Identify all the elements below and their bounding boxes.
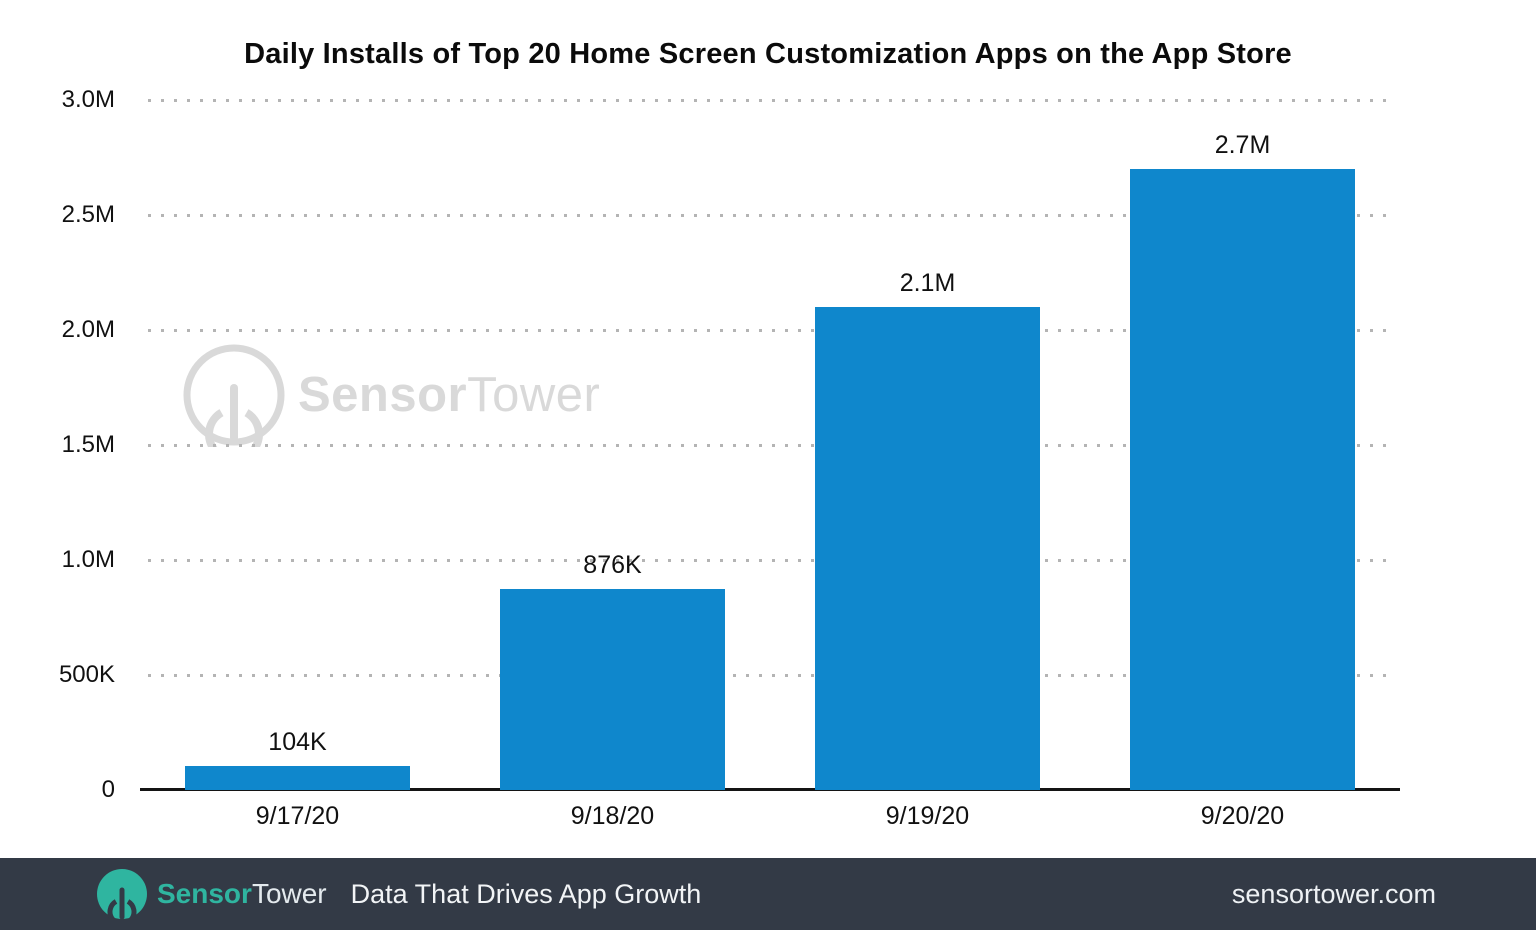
y-axis-tick-label: 2.5M xyxy=(61,201,115,228)
y-axis-tick-label: 3.0M xyxy=(61,86,115,113)
watermark-brand-sensor: Sensor xyxy=(298,368,468,422)
gridline xyxy=(148,559,1396,562)
y-axis-tick-label: 0 xyxy=(101,776,115,803)
gridline xyxy=(148,214,1396,217)
x-axis-tick-label: 9/17/20 xyxy=(255,802,340,830)
x-axis-tick-label: 9/19/20 xyxy=(885,802,970,830)
bar xyxy=(500,588,725,790)
plot-area: SensorTower 3.0M 2.5M 2.0M 1.5M 1.0M 500K 0 104… xyxy=(59,86,1400,830)
bar-value-label: 104K xyxy=(268,728,327,757)
bar xyxy=(815,307,1040,790)
gridline xyxy=(148,444,1396,447)
gridline xyxy=(148,99,1396,102)
footer-brand-text: SensorTower xyxy=(157,878,327,910)
bar-value-label: 876K xyxy=(583,550,642,579)
y-axis-tick-label: 2.0M xyxy=(61,316,115,343)
x-axis-tick-label: 9/20/20 xyxy=(1200,802,1285,830)
watermark-brand-text: SensorTower xyxy=(298,367,600,423)
bar-value-label: 2.7M xyxy=(1214,131,1271,159)
x-axis-line xyxy=(140,788,1400,791)
gridline xyxy=(148,329,1396,332)
x-axis-tick-label: 9/18/20 xyxy=(570,802,655,830)
y-axis-tick-label: 1.0M xyxy=(61,546,115,573)
gridline xyxy=(148,674,1396,677)
watermark-brand-tower: Tower xyxy=(467,368,601,422)
footer-brand-group: SensorTower Data That Drives App Growth xyxy=(97,869,701,919)
sensortower-logo-icon xyxy=(97,869,147,919)
y-axis-tick-label: 1.5M xyxy=(61,431,115,458)
sensortower-watermark-icon xyxy=(183,344,285,447)
bar xyxy=(1130,169,1355,790)
bar-value-label: 2.1M xyxy=(899,269,956,297)
footer-website: sensortower.com xyxy=(1231,878,1436,909)
chart-title: Daily Installs of Top 20 Home Screen Cus… xyxy=(244,38,1292,70)
footer-brand-sensor: Sensor xyxy=(157,878,252,909)
sensortower-watermark: SensorTower xyxy=(182,343,600,447)
footer-tagline: Data That Drives App Growth xyxy=(350,878,702,909)
footer-brand-tower: Tower xyxy=(251,878,327,909)
y-axis-tick-label: 500K xyxy=(58,661,115,688)
bar xyxy=(185,766,410,790)
footer-bar: SensorTower Data That Drives App Growth … xyxy=(0,858,1536,930)
